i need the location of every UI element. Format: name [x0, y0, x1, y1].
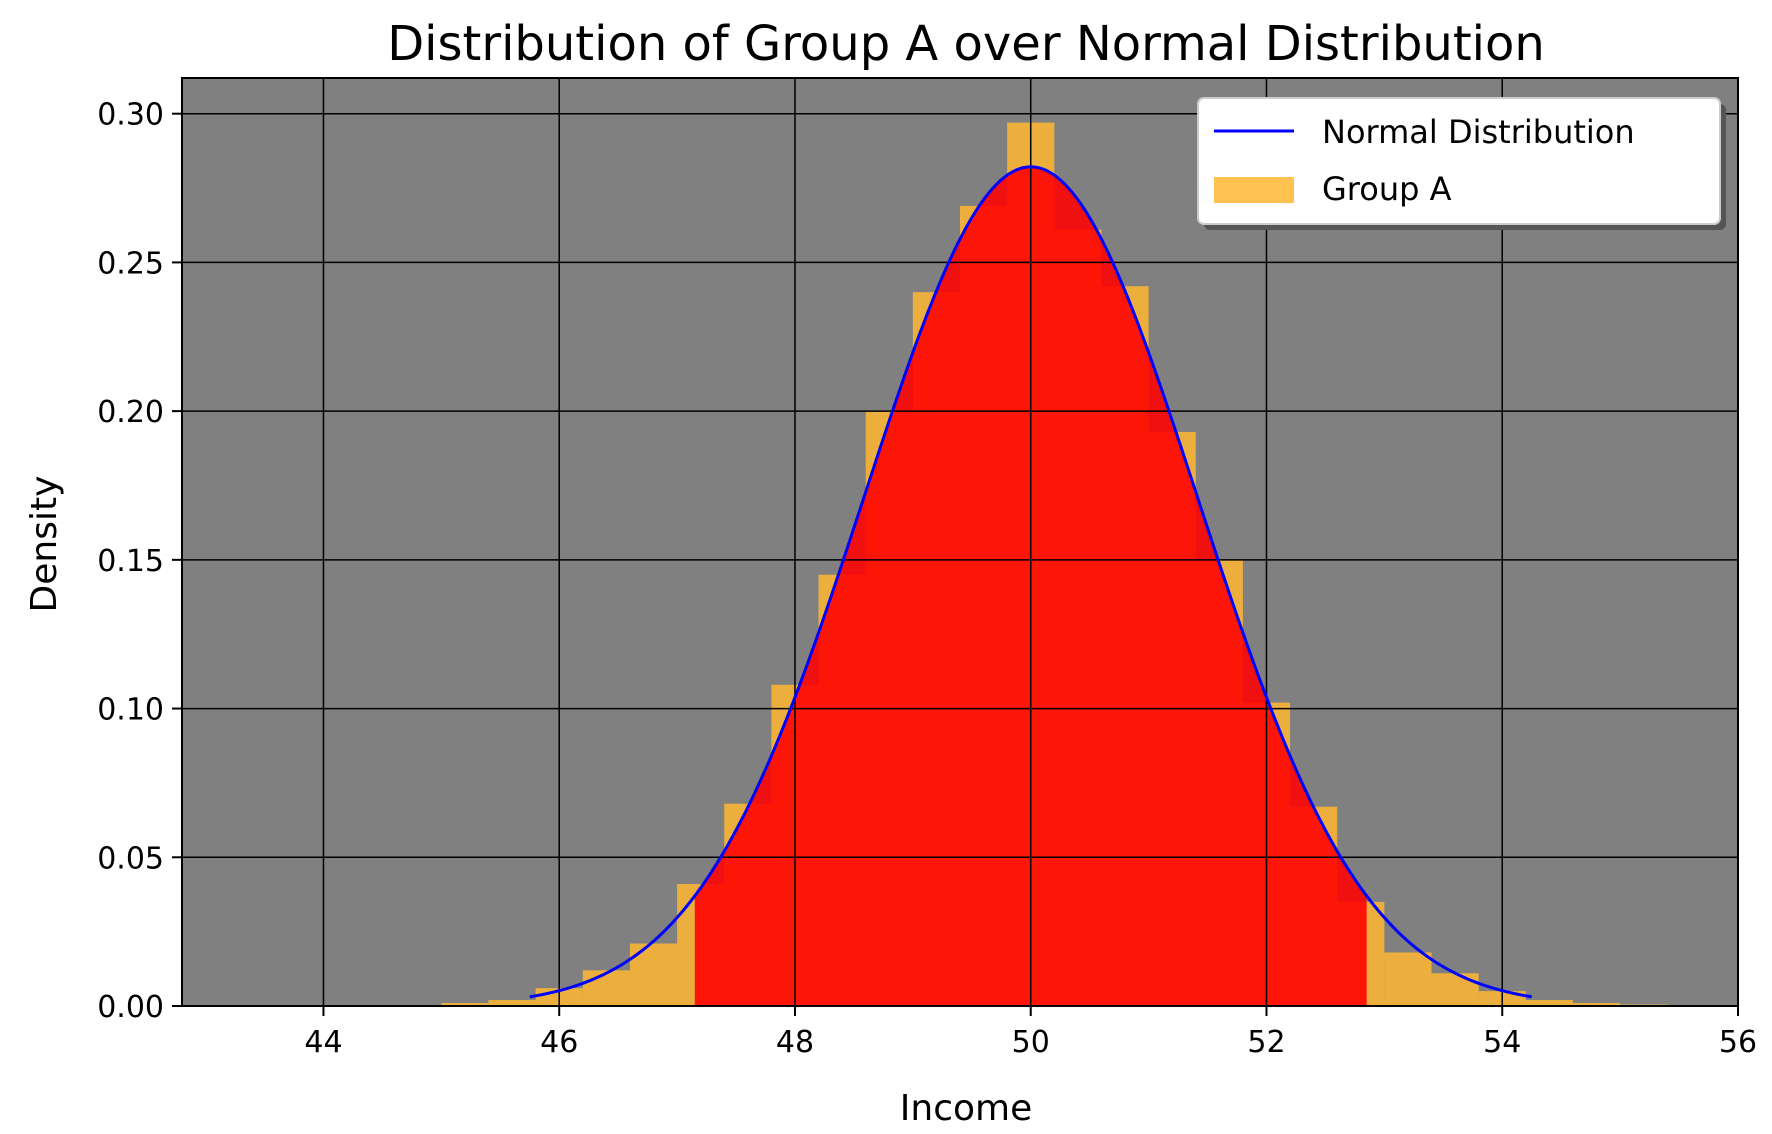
- x-tick-label: 44: [304, 1025, 342, 1060]
- legend-histogram-swatch: [1214, 177, 1294, 203]
- chart-title: Distribution of Group A over Normal Dist…: [387, 16, 1545, 72]
- normal-distribution-curve: [529, 165, 1532, 999]
- histogram-bar: [441, 1003, 489, 1006]
- plot-frame: [181, 77, 1739, 1007]
- y-tick-label: 0.00: [97, 990, 164, 1025]
- histogram-bar: [1431, 973, 1479, 1006]
- x-tick-label: 54: [1483, 1025, 1521, 1060]
- x-tick-label: 56: [1719, 1025, 1757, 1060]
- plot-area: [181, 77, 1739, 1007]
- histogram-bar: [1384, 952, 1432, 1006]
- legend-label-group-a: Group A: [1322, 170, 1452, 208]
- y-tick-label: 0.15: [97, 544, 164, 579]
- y-tick-label: 0.25: [97, 246, 164, 281]
- x-tick-label: 50: [1012, 1025, 1050, 1060]
- x-axis-label: Income: [900, 1088, 1032, 1129]
- histogram-bar: [1525, 1000, 1573, 1006]
- y-tick-label: 0.20: [97, 395, 164, 430]
- y-tick-label: 0.10: [97, 693, 164, 728]
- y-tick-label: 0.30: [97, 98, 164, 133]
- x-tick-label: 52: [1247, 1025, 1285, 1060]
- legend-box: [1197, 97, 1721, 225]
- x-tick-label: 48: [776, 1025, 814, 1060]
- y-axis-ticks: 0.00 0.05 0.10 0.15 0.20 0.25 0.30: [97, 98, 182, 1025]
- y-axis-label: Density: [24, 476, 65, 613]
- histogram-bar: [1572, 1003, 1621, 1006]
- x-tick-label: 46: [540, 1025, 578, 1060]
- legend-label-normal: Normal Distribution: [1322, 113, 1635, 151]
- legend: Normal Distribution Group A: [1197, 97, 1726, 230]
- x-axis-ticks: 44 46 48 50 52 54 56: [304, 1006, 1757, 1060]
- histogram-bar: [582, 970, 630, 1006]
- y-tick-label: 0.05: [97, 841, 164, 876]
- histogram-bar: [488, 1000, 536, 1006]
